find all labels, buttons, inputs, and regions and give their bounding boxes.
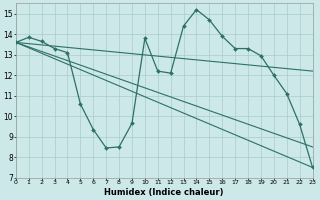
X-axis label: Humidex (Indice chaleur): Humidex (Indice chaleur) — [104, 188, 224, 197]
